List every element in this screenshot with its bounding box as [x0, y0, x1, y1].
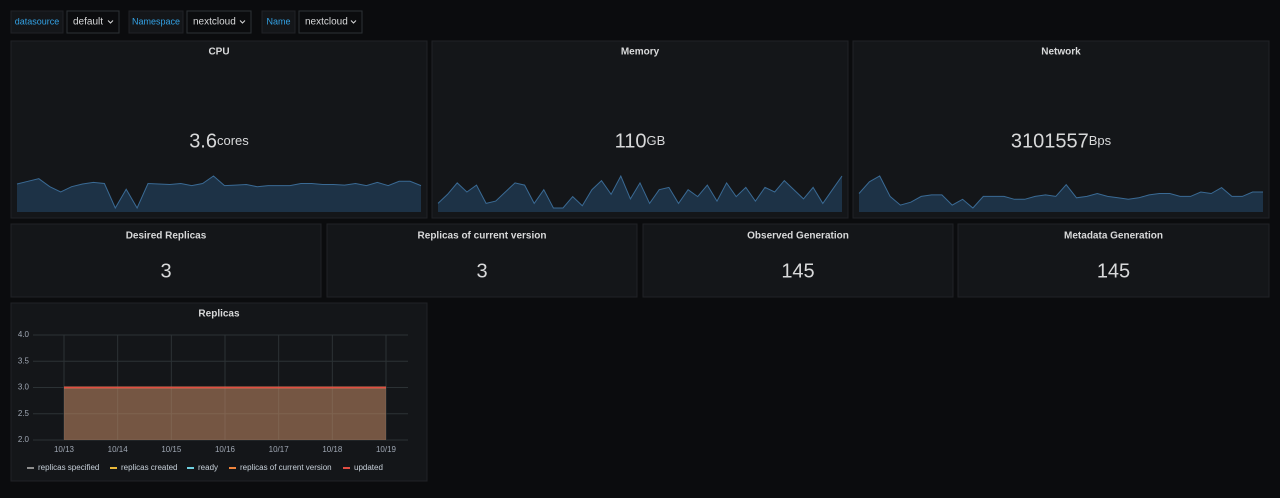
series-area — [64, 387, 386, 440]
panel — [852, 40, 1270, 219]
variable-label: Namespace — [132, 16, 180, 26]
stat-unit: GB — [647, 133, 666, 148]
sparkline-line — [437, 174, 843, 209]
panel — [642, 223, 954, 298]
chart-title: Replicas — [198, 309, 240, 320]
stat-value: 3 — [476, 260, 487, 282]
legend-label[interactable]: replicas of current version — [240, 463, 332, 472]
stat-value: 145 — [1097, 260, 1130, 282]
panel-title: Desired Replicas — [126, 231, 207, 242]
variable-label: Name — [266, 16, 290, 26]
variable-select[interactable] — [66, 10, 120, 34]
legend-label[interactable]: replicas specified — [38, 463, 99, 472]
x-tick-label: 10/17 — [269, 445, 290, 454]
x-tick-label: 10/19 — [376, 445, 397, 454]
panel — [10, 223, 322, 298]
panel-title: Metadata Generation — [1064, 231, 1163, 242]
y-tick-label: 2.5 — [18, 409, 30, 418]
sparkline-line — [858, 175, 1263, 209]
variable-label-box — [10, 10, 64, 34]
variable-label-box — [261, 10, 296, 34]
variable-select[interactable] — [186, 10, 252, 34]
x-tick-label: 10/18 — [322, 445, 343, 454]
panel — [10, 302, 428, 482]
panel-title: Replicas of current version — [418, 231, 547, 242]
sparkline-area — [438, 176, 842, 212]
sparkline-line — [16, 175, 422, 210]
y-tick-label: 3.0 — [18, 383, 30, 392]
stat-value: 3 — [160, 260, 171, 282]
chevron — [350, 20, 357, 24]
stat-unit: Bps — [1089, 133, 1112, 148]
stat-unit: cores — [217, 133, 249, 148]
stat-value: 110GB — [615, 130, 666, 152]
series-area — [64, 387, 386, 440]
legend-label[interactable]: replicas created — [121, 463, 177, 472]
panel-title: CPU — [208, 47, 229, 58]
x-tick-label: 10/15 — [161, 445, 182, 454]
series-area — [64, 387, 386, 440]
y-tick-label: 2.0 — [18, 435, 30, 444]
panel — [326, 223, 638, 298]
panel — [957, 223, 1270, 298]
y-tick-label: 4.0 — [18, 330, 30, 339]
variable-label: datasource — [15, 16, 60, 26]
x-tick-label: 10/16 — [215, 445, 236, 454]
y-tick-label: 3.5 — [18, 356, 30, 365]
variable-select[interactable] — [298, 10, 363, 34]
x-tick-label: 10/14 — [108, 445, 129, 454]
legend-label[interactable]: updated — [354, 463, 383, 472]
variable-value: nextcloud — [305, 17, 348, 28]
chevron — [239, 20, 246, 24]
sparkline-area — [859, 176, 1263, 212]
variable-label-box — [128, 10, 184, 34]
variable-value: nextcloud — [193, 17, 236, 28]
x-tick-label: 10/13 — [54, 445, 75, 454]
series-area — [64, 387, 386, 440]
stat-value: 145 — [781, 260, 814, 282]
legend-label[interactable]: ready — [198, 463, 218, 472]
series-area — [64, 387, 386, 440]
panel-title: Network — [1041, 47, 1081, 58]
variable-value: default — [73, 17, 103, 28]
stat-value: 3101557Bps — [1011, 130, 1112, 152]
panel-title: Observed Generation — [747, 231, 849, 242]
sparkline-area — [17, 176, 421, 212]
chevron — [107, 20, 114, 24]
stat-value: 3.6cores — [189, 130, 249, 152]
panel-title: Memory — [621, 47, 660, 58]
